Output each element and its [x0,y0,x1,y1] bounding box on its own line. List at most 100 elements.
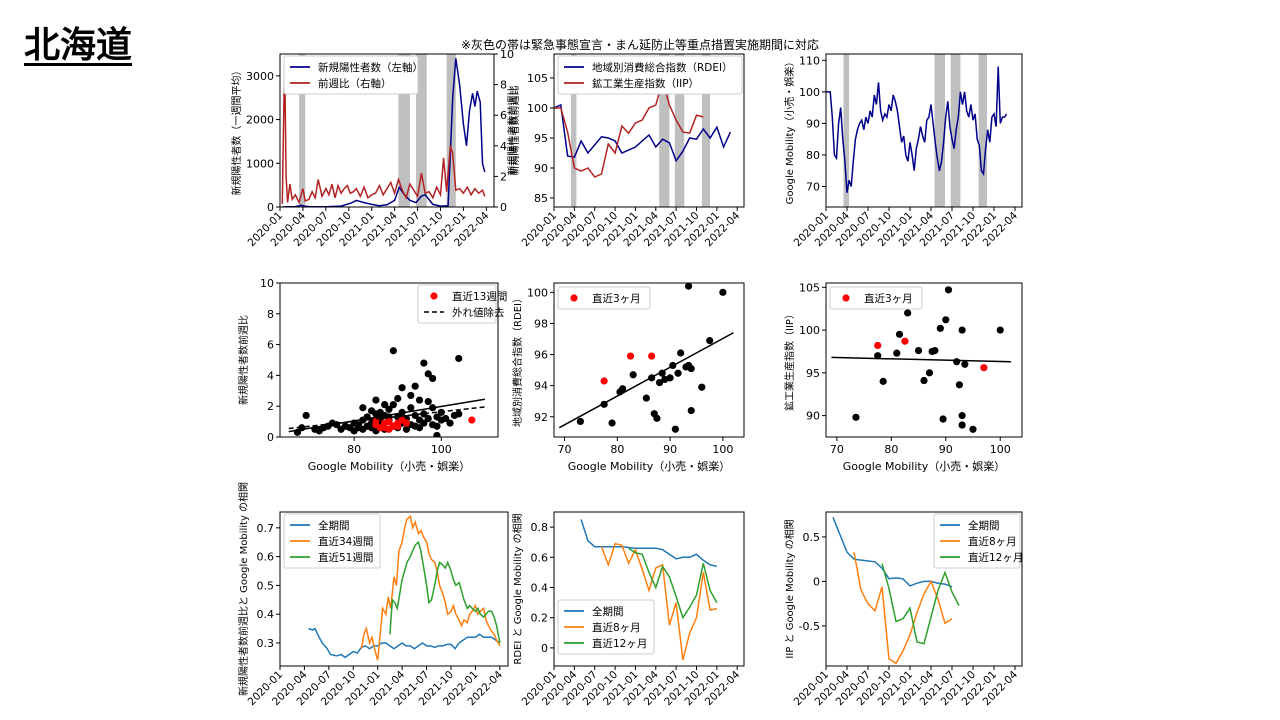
y-tick-label: 3000 [246,70,274,83]
scatter-point [381,401,389,409]
scatter-point [874,352,882,360]
y2-tick-label: 2 [500,170,507,183]
legend-label: 新規陽性者数（左軸） [318,61,423,74]
y-axis-label: 鉱工業生産指数（IIP） [783,309,796,411]
x-tick-label: 100 [431,443,452,456]
y-tick-label: 98 [534,317,548,330]
legend-label: 外れ値除去 [452,306,505,319]
scatter-point [931,346,939,355]
series-line [628,547,718,620]
scatter-point [367,407,376,415]
y-tick-label: 0 [267,431,274,444]
legend-label: 直近51週間 [318,551,373,564]
scatter-point [437,416,445,424]
y-tick-label: 95 [534,132,548,145]
y-tick-label: 0 [541,642,548,655]
scatter-rdei-vs-mobility: 92 94 96 98 100 70 80 90 100 Google Mobility（小売・娯… [511,282,745,473]
legend-label: 鉱工業生産指数（IIP） [592,77,699,90]
band-note: ※灰色の帯は緊急事態宣言・まん延防止等重点措置実施期間に対応 [460,38,820,52]
legend-swatch [842,294,850,302]
scatter-point [687,364,695,373]
y-tick-label: 0.8 [531,521,549,534]
plot-area: 8590951001052020-012020-042020-072020-10… [506,53,745,249]
y-tick-label: 100 [527,102,548,115]
legend-label: 直近8ヶ月 [968,535,1017,548]
axes-frame [279,511,509,667]
scatter-point [429,374,437,383]
series-line [554,78,704,178]
x-axis-label: Google Mobility（小売・娯楽） [308,459,470,473]
scatter-point [958,421,966,429]
y-tick-label: 0.2 [531,612,549,625]
axes-frame [279,282,499,438]
y-tick-label: 2 [267,400,274,413]
scatter-point [433,422,441,430]
plot-area: -0.500.52020-012020-042020-072020-102021… [783,511,1023,708]
restriction-band [570,54,577,207]
scatter-point [424,414,432,423]
plot-content [826,54,1008,207]
legend-label: 全期間 [968,519,1000,532]
plot-area: 90 95 100 105 70 80 90 100 Google Mobility（小売・娯楽… [783,281,1023,473]
scatter-point [904,309,912,317]
scatter-point [424,397,432,406]
chart-google-mobility: 7080901001102020-012020-042020-072020-10… [783,53,1023,249]
restriction-band [299,54,306,207]
scatter-point [424,370,432,378]
scatter-point [433,431,441,437]
legend-box [557,599,655,655]
series-line [881,563,960,645]
x-tick-label: 100 [712,443,733,456]
y-axis-label: 新規陽性者数前週比と Google Mobility の相関 [237,482,250,696]
restriction-band [701,54,711,207]
scatter-point [914,346,923,355]
scatter-point [629,371,637,379]
legend-box [557,286,651,310]
legend-label: 直近34週間 [318,535,373,548]
recent-point [901,337,909,345]
series-line [360,514,501,661]
scatter-point [677,349,685,357]
axes-frame [825,511,1023,667]
x-tick-label: 90 [663,443,677,456]
legend-label: 全期間 [318,519,350,532]
y-axis-label: 新規陽性者数前週比 [237,315,250,405]
scatter-point [939,415,947,423]
restriction-band [934,54,945,207]
scatter-ratio-vs-mobility: 0 2 4 6 8 10 80 100 Google Mobility（小売・娯楽） 新規陽性者数… [237,277,507,473]
y-tick-label: 100 [799,86,820,99]
y-axis-label: RDEI と Google Mobility の相関 [511,513,524,664]
recent-point [385,418,393,426]
scatter-point [411,382,419,390]
scatter-point [942,316,950,324]
scatter-point [895,330,904,338]
y-tick-label: 8 [267,308,274,321]
y-axis-label: 地域別消費総合指数（RDEI） [511,293,524,427]
legend: 新規陽性者数（左軸） 前週比（右軸） [283,55,423,95]
scatter-point [953,358,961,366]
y-tick-label: 94 [534,380,548,393]
axes-frame [553,53,745,208]
legend-label: 直近12ヶ月 [592,637,647,650]
scatter-point [455,354,463,363]
recent-point [980,364,988,372]
scatter-point [674,369,682,377]
y-tick-label: 0.7 [257,522,275,535]
trend-line-dashed [288,406,486,430]
legend-swatch [570,294,578,302]
restriction-band [416,54,427,207]
legend-box [829,286,923,310]
y-tick-label: 100 [527,286,548,299]
x-tick-label: 80 [884,443,898,456]
scatter-point [359,404,367,412]
axes-frame [279,53,495,208]
y2-tick-label: 6 [500,109,507,122]
legend-label: 直近12ヶ月 [968,551,1023,564]
y2-tick-label: 4 [500,140,507,153]
chart-corr-rdei-mobility: 00.20.40.60.82020-012020-042020-072020-1… [511,511,745,708]
series-line [281,57,486,205]
restriction-band [978,54,987,207]
scatter-point [936,324,944,332]
plot-content [554,54,732,207]
plot-content [308,514,501,661]
